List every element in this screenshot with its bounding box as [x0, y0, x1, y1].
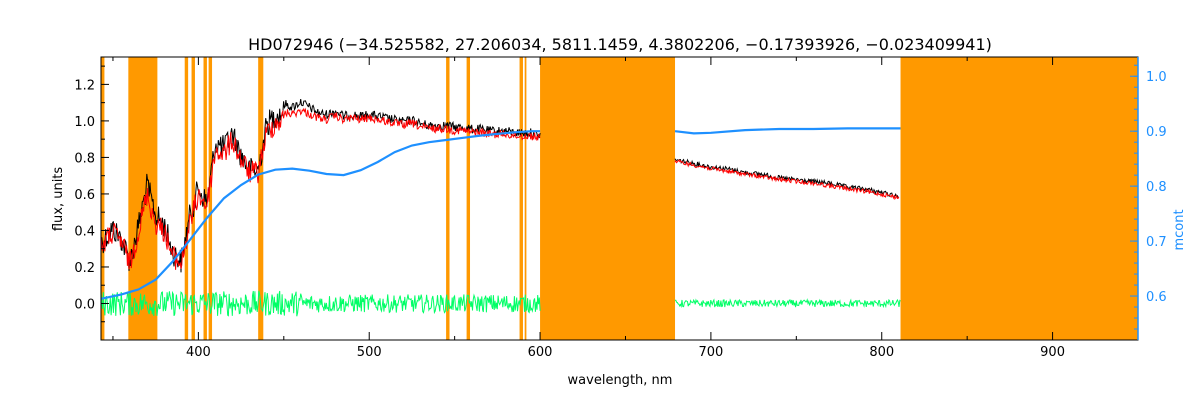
x-tick-label-800: 800	[869, 345, 894, 360]
masked-region-7	[446, 57, 450, 340]
y2-tick-label-2: 0.8	[1146, 180, 1167, 195]
masked-region-11	[540, 57, 676, 340]
x-tick-label-500: 500	[357, 345, 382, 360]
x-axis: 400 500 600 700 800 900	[112, 57, 1139, 360]
y2-axis-label: mcont	[1172, 209, 1187, 250]
y-tick-label-3: 0.6	[74, 188, 95, 203]
residual-line-0	[100, 290, 541, 317]
masked-region-3	[191, 57, 195, 340]
masked-region-9	[519, 57, 523, 340]
chart-title: HD072946 (−34.525582, 27.206034, 5811.14…	[248, 35, 992, 54]
masked-region-10	[524, 57, 527, 340]
model-flux-line-1	[674, 159, 900, 201]
y2-tick-label-4: 1.0	[1146, 70, 1167, 85]
y-tick-label-2: 0.4	[74, 224, 95, 239]
y-tick-label-1: 0.2	[74, 261, 95, 276]
masked-region-2	[184, 57, 189, 340]
y2-tick-label-3: 0.9	[1146, 125, 1167, 140]
continuum-line-1	[674, 127, 901, 135]
y2-tick-label-0: 0.6	[1146, 290, 1167, 305]
masked-region-12	[900, 57, 1138, 340]
masked-region-8	[466, 57, 471, 340]
observed-flux-line-1	[674, 158, 899, 198]
series-layer	[100, 99, 901, 317]
y-tick-label-5: 1.0	[74, 115, 95, 130]
continuum-line-0	[100, 130, 541, 300]
masked-regions	[101, 57, 1138, 340]
masked-region-5	[208, 57, 213, 340]
masked-region-6	[258, 57, 264, 340]
y2-tick-label-1: 0.7	[1146, 235, 1167, 250]
model-flux-line-0	[100, 107, 541, 270]
y-axis-label: flux, units	[51, 167, 66, 232]
masked-region-1	[128, 57, 158, 340]
observed-flux-line-0	[100, 99, 541, 273]
x-tick-label-700: 700	[698, 345, 723, 360]
residual-line-1	[675, 298, 901, 309]
y-tick-label-6: 1.2	[74, 78, 95, 93]
x-tick-label-600: 600	[528, 345, 553, 360]
x-tick-label-900: 900	[1040, 345, 1065, 360]
y2-axis: 0.6 0.7 0.8 0.9 1.0	[1130, 57, 1167, 340]
x-tick-label-400: 400	[186, 345, 211, 360]
x-axis-label: wavelength, nm	[568, 373, 673, 388]
y-axis: 0.0 0.2 0.4 0.6 0.8 1.0 1.2	[74, 65, 109, 323]
y-tick-label-0: 0.0	[74, 297, 95, 312]
masked-region-0	[101, 57, 105, 340]
y-tick-label-4: 0.8	[74, 151, 95, 166]
